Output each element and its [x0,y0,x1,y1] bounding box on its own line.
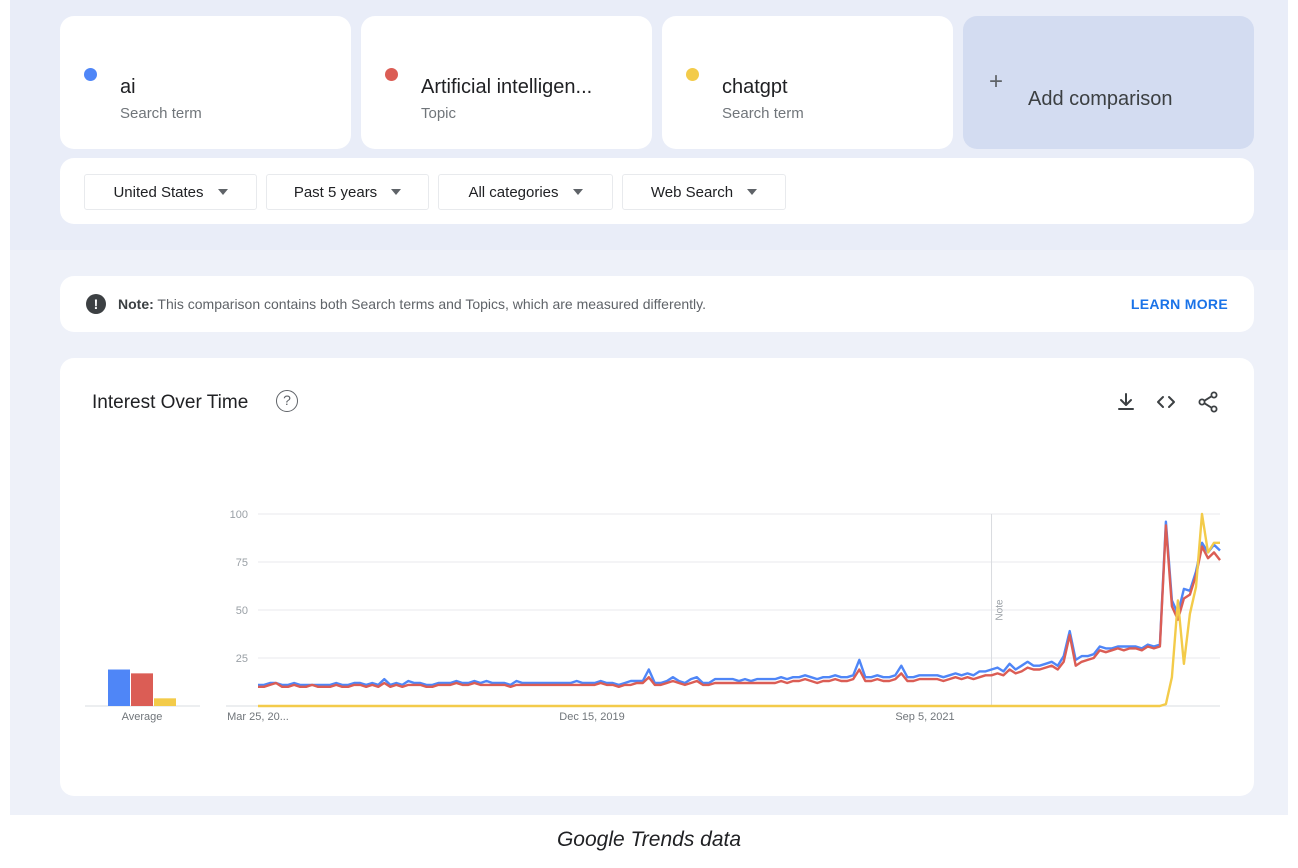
time-range-value: Past 5 years [293,183,378,201]
caret-down-icon [217,189,228,195]
term-name: ai [120,76,136,98]
x-tick-label: Dec 15, 2019 [559,711,624,723]
time-range-dropdown[interactable]: Past 5 years [266,174,429,210]
term-name: chatgpt [722,76,788,98]
y-tick-label: 100 [230,509,248,521]
note-body: This comparison contains both Search ter… [153,296,707,312]
average-bar[interactable] [131,673,153,706]
caret-down-icon [747,189,758,195]
help-icon[interactable]: ? [276,390,298,412]
caret-down-icon [572,189,583,195]
note-prefix: Note: [118,296,154,312]
average-label: Average [122,711,163,723]
download-icon[interactable] [1114,390,1138,414]
x-tick-label: Mar 25, 20... [227,711,289,723]
term-type: Topic [421,105,457,122]
term-name: Artificial intelligen... [421,76,593,98]
average-bar[interactable] [108,669,130,706]
filter-bar: United States Past 5 years All categorie… [60,158,1254,224]
plus-icon: + [989,68,1004,95]
add-comparison-label: Add comparison [1028,88,1173,110]
y-tick-label: 75 [236,557,248,569]
search-type-value: Web Search [650,183,734,201]
search-type-dropdown[interactable]: Web Search [622,174,786,210]
figure-caption: Google Trends data [556,828,742,851]
interest-over-time-card: Interest Over Time ? [60,358,1254,796]
term-card-ai[interactable]: ai Search term [60,16,351,149]
series-color-dot [385,68,398,81]
caret-down-icon [391,189,402,195]
learn-more-link[interactable]: LEARN MORE [1130,296,1228,312]
series-line-ai[interactable] [258,520,1221,687]
average-bar[interactable] [154,698,176,706]
term-card-chatgpt[interactable]: chatgpt Search term [662,16,953,149]
series-line-artificial-intelligen[interactable] [258,524,1221,688]
note-banner: ! Note: This comparison contains both Se… [60,276,1254,332]
embed-icon[interactable] [1154,390,1178,414]
add-comparison-button[interactable]: + Add comparison [963,16,1254,149]
series-line-chatgpt[interactable] [258,512,1220,708]
region-dropdown[interactable]: United States [84,174,257,210]
share-icon[interactable] [1196,390,1220,414]
alert-icon: ! [86,294,106,314]
note-text: Note: This comparison contains both Sear… [118,296,706,312]
series-color-dot [84,68,97,81]
chart-title: Interest Over Time [92,392,249,413]
region-value: United States [113,183,204,201]
category-dropdown[interactable]: All categories [438,174,613,210]
term-card-artificial-intelligence[interactable]: Artificial intelligen... Topic [361,16,652,149]
note-annotation[interactable]: Note [995,599,1006,621]
category-value: All categories [468,183,559,201]
term-type: Search term [722,105,804,122]
x-tick-label: Sep 5, 2021 [895,711,954,723]
y-tick-label: 50 [236,605,248,617]
y-tick-label: 25 [236,653,248,665]
term-type: Search term [120,105,202,122]
series-color-dot [686,68,699,81]
